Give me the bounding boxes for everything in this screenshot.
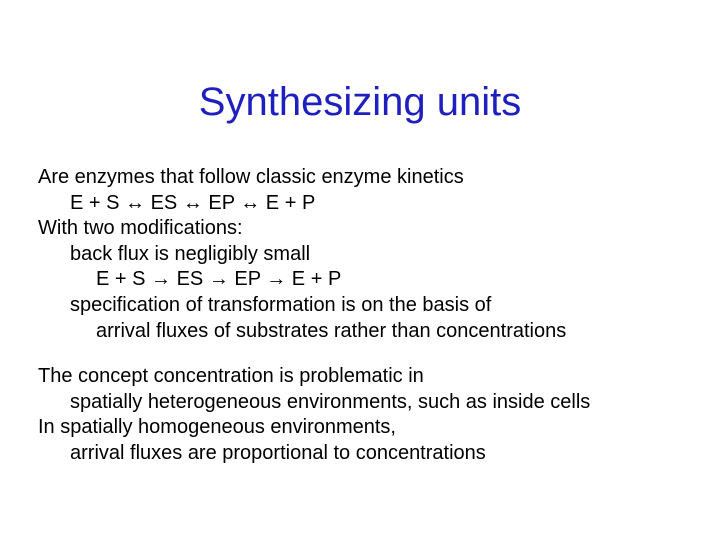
body-line: arrival fluxes of substrates rather than… bbox=[38, 319, 688, 345]
body-line: specification of transformation is on th… bbox=[38, 293, 688, 319]
slide-title: Synthesizing units bbox=[0, 80, 720, 125]
slide: Synthesizing units Are enzymes that foll… bbox=[0, 0, 720, 540]
body-line-equation: E + S → ES → EP → E + P bbox=[38, 267, 688, 293]
body-line-equation: E + S ↔ ES ↔ EP ↔ E + P bbox=[38, 191, 688, 217]
slide-body: Are enzymes that follow classic enzyme k… bbox=[38, 165, 688, 467]
body-line: arrival fluxes are proportional to conce… bbox=[38, 441, 688, 467]
body-line: With two modifications: bbox=[38, 216, 688, 242]
body-line: back flux is negligibly small bbox=[38, 242, 688, 268]
body-line: spatially heterogeneous environments, su… bbox=[38, 390, 688, 416]
body-line: Are enzymes that follow classic enzyme k… bbox=[38, 165, 688, 191]
body-line: In spatially homogeneous environments, bbox=[38, 415, 688, 441]
body-line: The concept concentration is problematic… bbox=[38, 364, 688, 390]
body-gap bbox=[38, 344, 688, 364]
